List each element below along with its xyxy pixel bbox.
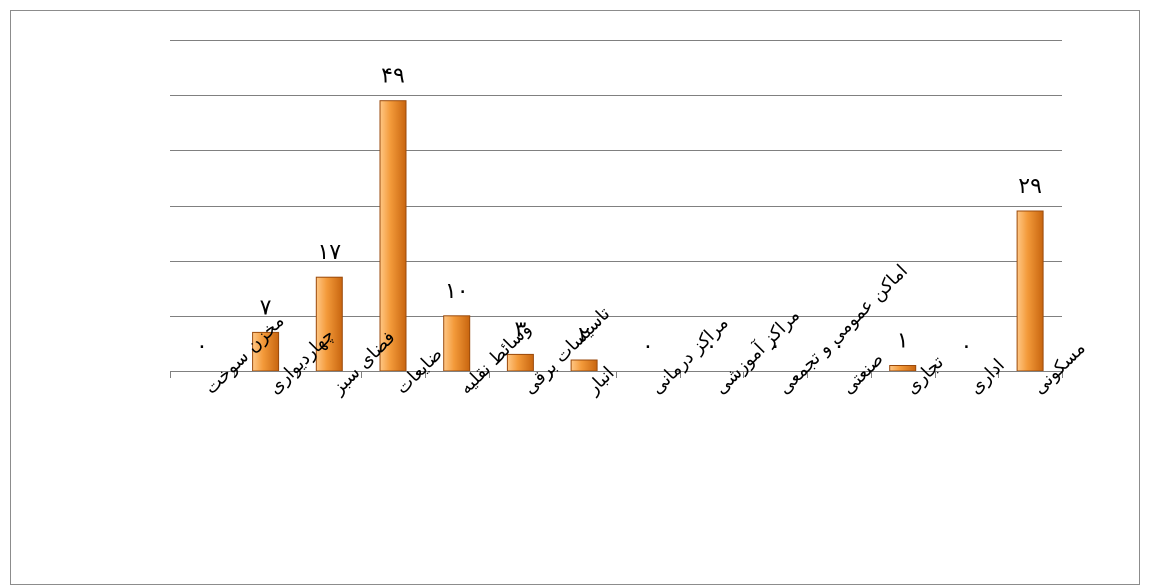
bar: [890, 366, 916, 372]
data-label: ۰: [196, 334, 208, 359]
gridlines: [170, 41, 1062, 317]
category-label: اداری: [965, 355, 1009, 399]
data-label: ۰: [642, 334, 654, 359]
bar: [571, 360, 597, 371]
data-label: ۰: [960, 334, 972, 359]
category-label: صنعتی: [838, 348, 888, 398]
category-label: تجاری: [901, 352, 948, 399]
data-label: ۲۹: [1018, 174, 1042, 199]
bar: [1017, 211, 1043, 371]
data-label: ۱۷: [317, 240, 341, 265]
data-label: ۴۹: [381, 64, 405, 89]
bars: [253, 101, 1044, 371]
bar: [444, 316, 470, 371]
data-label: ۱: [897, 329, 909, 354]
data-label: ۱۰: [445, 279, 469, 304]
